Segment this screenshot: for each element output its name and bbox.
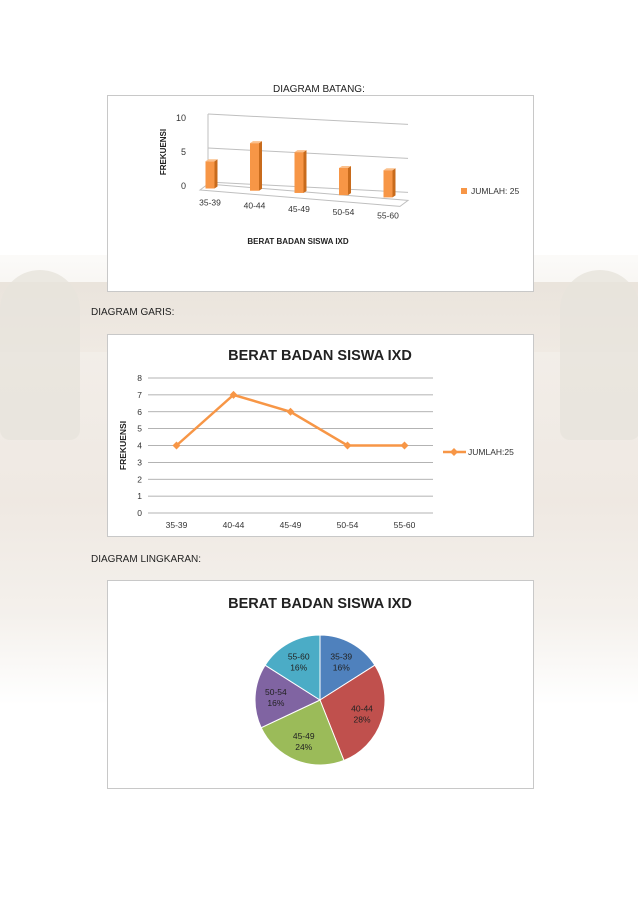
pie-slice-label: 45-49 bbox=[293, 731, 315, 741]
line-y-tick-label: 0 bbox=[137, 508, 142, 518]
pie-chart-svg: BERAT BADAN SISWA IXD35-3916%40-4428%45-… bbox=[228, 596, 412, 766]
bar-side bbox=[303, 150, 307, 193]
pie-slice bbox=[319, 634, 376, 701]
line-y-tick-label: 8 bbox=[137, 373, 142, 383]
line-x-tick-label: 45-49 bbox=[280, 520, 302, 530]
bar-top bbox=[205, 159, 218, 162]
line-point-marker bbox=[229, 390, 238, 399]
line-y-tick-label: 3 bbox=[137, 457, 142, 467]
bar-front bbox=[205, 161, 215, 189]
pie-slice-percent: 16% bbox=[290, 662, 307, 672]
bar-x-tick-label: 55-60 bbox=[377, 210, 399, 220]
bar-chart: 0 5 10 35-39 40-44 45-49 50-54 55-60 FREKUENSI BE… bbox=[107, 95, 534, 292]
line-y-tick-label: 2 bbox=[137, 474, 142, 484]
line-point-marker bbox=[286, 407, 295, 416]
pie-slice-percent: 24% bbox=[295, 742, 312, 752]
bar-front bbox=[383, 170, 393, 198]
bar-front bbox=[250, 143, 259, 191]
bar-side bbox=[259, 141, 262, 191]
pie-chart: BERAT BADAN SISWA IXD 35-39 16% 40-44 28% 45-… bbox=[107, 580, 534, 789]
line-series bbox=[175, 393, 405, 447]
pie-slice-label: 35-39 bbox=[330, 651, 352, 661]
bar-y-axis-label: FREKUENSI bbox=[159, 129, 168, 175]
line-y-tick-label: 4 bbox=[137, 441, 142, 451]
bar-top bbox=[383, 168, 396, 171]
bar-gridline bbox=[207, 147, 409, 159]
pie-slice bbox=[254, 664, 322, 729]
pie-slice bbox=[260, 699, 345, 766]
bar-x-tick-label: 40-44 bbox=[244, 201, 266, 211]
pie-slice-percent: 28% bbox=[354, 715, 371, 725]
bar-x-tick-label: 45-49 bbox=[288, 204, 310, 214]
pie-slice-percent: 16% bbox=[267, 698, 284, 708]
pie-slice bbox=[264, 634, 321, 701]
line-x-tick-label: 55-60 bbox=[394, 520, 416, 530]
bar-legend-label: JUMLAH: 25 bbox=[471, 186, 519, 196]
bar-front bbox=[339, 167, 348, 196]
pie-slice-label: 40-44 bbox=[351, 704, 373, 714]
pie-slice-label: 50-54 bbox=[265, 687, 287, 697]
line-chart-svg: BERAT BADAN SISWA IXD 0 1 2 3 4 5 6 7 8 35-39 40-44… bbox=[118, 348, 514, 530]
bar-side bbox=[392, 168, 396, 198]
background-tree-right bbox=[560, 270, 638, 440]
bar-y-tick-label: 5 bbox=[181, 147, 186, 157]
bar-gridline bbox=[207, 113, 409, 125]
line-x-tick-label: 35-39 bbox=[166, 520, 188, 530]
background-tree-left bbox=[0, 270, 80, 440]
line-x-tick-label: 40-44 bbox=[223, 520, 245, 530]
bar-y-tick-label: 10 bbox=[176, 113, 186, 123]
bar-chart-caption: DIAGRAM BATANG: bbox=[273, 84, 365, 95]
bar-x-axis-label: BERAT BADAN SISWA IXD bbox=[247, 237, 349, 246]
line-y-axis-label: FREKUENSI bbox=[118, 421, 128, 470]
bar-chart-svg: 0 5 10 35-39 40-44 45-49 50-54 55-60 FREKUENSI BE… bbox=[159, 113, 519, 246]
bar-front bbox=[294, 152, 304, 193]
bar-side bbox=[214, 159, 218, 189]
line-y-tick-label: 1 bbox=[137, 491, 142, 501]
pie-slice-label: 55-60 bbox=[288, 651, 310, 661]
line-chart-caption: DIAGRAM GARIS: bbox=[91, 307, 175, 318]
line-y-tick-label: 7 bbox=[137, 390, 142, 400]
line-chart-title: BERAT BADAN SISWA IXD bbox=[228, 348, 412, 364]
bar-x-tick-label: 35-39 bbox=[199, 198, 221, 208]
pie-slice-percent: 16% bbox=[333, 662, 350, 672]
line-point-marker bbox=[343, 441, 352, 450]
line-legend-label: JUMLAH:25 bbox=[468, 447, 514, 457]
pie-slice bbox=[319, 664, 386, 762]
line-y-tick-label: 5 bbox=[137, 424, 142, 434]
line-y-tick-label: 6 bbox=[137, 407, 142, 417]
pie-chart-title: BERAT BADAN SISWA IXD bbox=[228, 596, 412, 612]
pie-chart-caption: DIAGRAM LINGKARAN: bbox=[91, 554, 202, 565]
line-chart: BERAT BADAN SISWA IXD 0 1 2 3 4 5 6 7 8 35-39 40-44… bbox=[107, 334, 534, 537]
line-legend-marker bbox=[450, 448, 458, 456]
bar-side bbox=[348, 165, 351, 196]
bar-floor bbox=[198, 183, 410, 207]
bar-top bbox=[250, 141, 262, 144]
line-x-tick-label: 50-54 bbox=[337, 520, 359, 530]
line-point-marker bbox=[400, 441, 409, 450]
bar-gridline bbox=[207, 181, 409, 193]
bar-top bbox=[339, 165, 351, 168]
line-point-marker bbox=[172, 441, 181, 450]
bar-top bbox=[294, 150, 307, 153]
bar-legend-swatch bbox=[461, 188, 467, 194]
bar-y-tick-label: 0 bbox=[181, 181, 186, 191]
bar-x-tick-label: 50-54 bbox=[333, 207, 355, 217]
